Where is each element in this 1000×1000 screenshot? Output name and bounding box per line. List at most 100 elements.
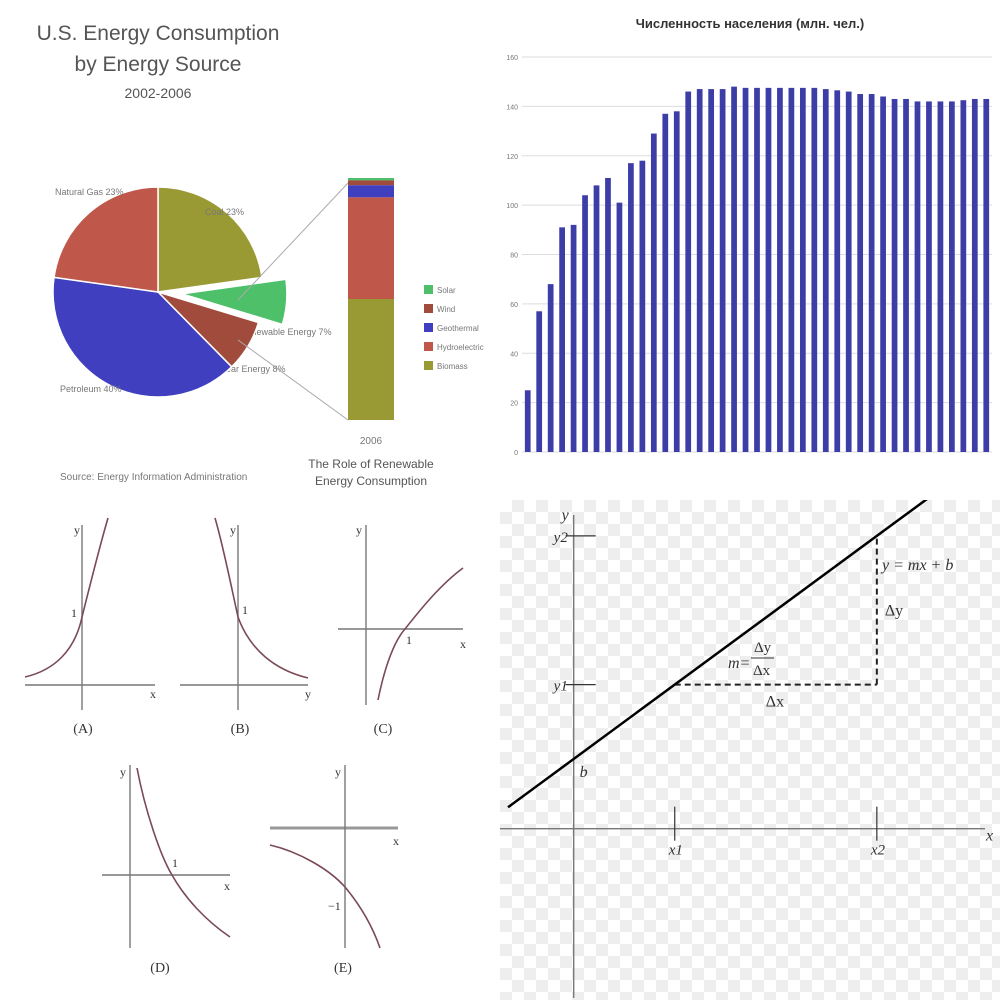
legend-label: Geothermal (437, 324, 479, 333)
graph-b-label: (B) (231, 722, 250, 737)
graph-e-label: (E) (334, 961, 352, 976)
energy-pie-chart: U.S. Energy Consumption by Energy Source… (37, 22, 484, 488)
graph-b-axis-label-x: y (305, 687, 311, 701)
connector-line-bottom (237, 339, 349, 421)
population-bar (937, 101, 944, 452)
legend-swatch (424, 304, 433, 313)
graph-a-axis-label-x: x (150, 687, 156, 701)
graph-a: x y 1 (A) (24, 517, 156, 737)
legend-label: Biomass (437, 362, 468, 371)
y-tick-label: 140 (506, 104, 518, 111)
stack-segment (348, 180, 394, 186)
y-tick-label: 20 (510, 401, 518, 408)
connector-line-top (237, 182, 349, 301)
y-tick-label: 120 (506, 154, 518, 161)
population-bar (754, 87, 760, 452)
population-bar (868, 94, 875, 452)
pie-slices: Coal 23% Renewable Energy 7% Nuclear Energ… (52, 186, 332, 398)
legend-swatch (424, 342, 433, 351)
pie-slice (157, 186, 263, 293)
graph-d-curve (136, 767, 231, 938)
slope-prefix: m= (728, 655, 750, 672)
energy-pie-panel: U.S. Energy Consumption by Energy Source… (0, 0, 500, 500)
y-tick-label: 100 (506, 203, 518, 210)
pie-slice (181, 278, 288, 326)
graph-d-mark: 1 (172, 856, 178, 870)
slope-y-axis-label: y (560, 507, 570, 524)
slope-x-axis-label: x (985, 828, 993, 845)
population-bar (834, 90, 841, 452)
pie-title: U.S. Energy Consumption (37, 22, 280, 45)
legend-swatch (424, 323, 433, 332)
population-bar (765, 87, 772, 452)
population-bar (616, 202, 623, 452)
graph-a-curve (24, 517, 109, 678)
slope-denominator: Δx (753, 663, 771, 679)
population-gridlines: 0 20 40 60 80 100 120 140 160 (506, 55, 992, 457)
y-tick-label: 160 (506, 55, 518, 62)
population-bar (662, 113, 669, 452)
population-bar (857, 94, 864, 452)
stack-caption: The Role of Renewable (308, 457, 434, 471)
population-bar-panel: Численность населения (млн. чел.) 0 20 40 6… (500, 0, 1000, 500)
stack-segment (348, 178, 394, 181)
pie-slice-label: Renewable Energy 7% (240, 327, 332, 337)
population-bar (777, 87, 783, 452)
population-bar (673, 111, 680, 452)
stack-segment (348, 299, 394, 420)
population-bar (650, 133, 657, 452)
population-bar (639, 160, 646, 452)
y-tick-label: 0 (514, 450, 518, 457)
graph-b-axis-label-y: y (230, 523, 236, 537)
y-tick-label: 80 (510, 253, 518, 260)
pie-slice-label: Nuclear Energy 8% (208, 364, 286, 374)
legend-label: Hydroelectric (437, 343, 484, 352)
pie-slice-label: Petroleum 40% (60, 384, 122, 394)
population-bar (559, 227, 565, 452)
population-title: Численность населения (млн. чел.) (636, 16, 865, 31)
population-bar (731, 86, 737, 452)
population-bars (524, 86, 990, 452)
y-tick-label: 60 (510, 302, 518, 309)
population-bar (708, 89, 715, 452)
population-bar (971, 98, 978, 452)
graph-c-axis-label-x: x (460, 637, 466, 651)
population-bar (582, 195, 588, 452)
graph-b-curve (214, 517, 309, 679)
legend-swatch (424, 361, 433, 370)
graph-a-mark: 1 (71, 606, 77, 620)
stack-category-label: 2006 (360, 436, 383, 447)
population-bar (903, 98, 909, 452)
pie-slice-label: Natural Gas 23% (55, 187, 124, 197)
y1-label: y1 (552, 679, 568, 695)
linear-function-line (507, 500, 928, 809)
population-bar (547, 284, 554, 452)
y-tick-label: 40 (510, 351, 518, 358)
population-bar (811, 87, 818, 452)
pie-subtitle: 2002-2006 (125, 85, 192, 101)
delta-x-label: Δx (766, 694, 784, 711)
graph-c-label: (C) (374, 722, 393, 737)
stack-segment (348, 197, 394, 299)
graph-e: x y −1 (E) (269, 765, 399, 976)
population-bar (788, 87, 795, 452)
y2-label: y2 (552, 530, 569, 546)
x1-label: x1 (668, 843, 683, 859)
population-bar (628, 163, 634, 452)
population-bar (719, 89, 726, 452)
graph-e-mark: −1 (328, 899, 341, 913)
slope-diagram: y = mx + b m= Δy Δx Δx Δy b x y x1 x2 y1… (500, 500, 993, 998)
population-bar (845, 91, 852, 452)
population-bar (570, 224, 577, 452)
graph-d-label: (D) (150, 961, 170, 976)
graph-a-axis-label-y: y (74, 523, 80, 537)
renewable-legend: Solar Wind Geothermal Hydroelectric Biomass (424, 285, 484, 371)
stack-caption-line2: Energy Consumption (315, 474, 427, 488)
population-bar (524, 390, 531, 452)
population-bar (799, 87, 806, 452)
pie-title-line2: by Energy Source (75, 53, 242, 76)
slope-panel: y = mx + b m= Δy Δx Δx Δy b x y x1 x2 y1… (500, 500, 1000, 1000)
graph-d-axis-label-x: x (224, 879, 230, 893)
population-bar (685, 91, 692, 452)
population-bar (536, 311, 543, 452)
